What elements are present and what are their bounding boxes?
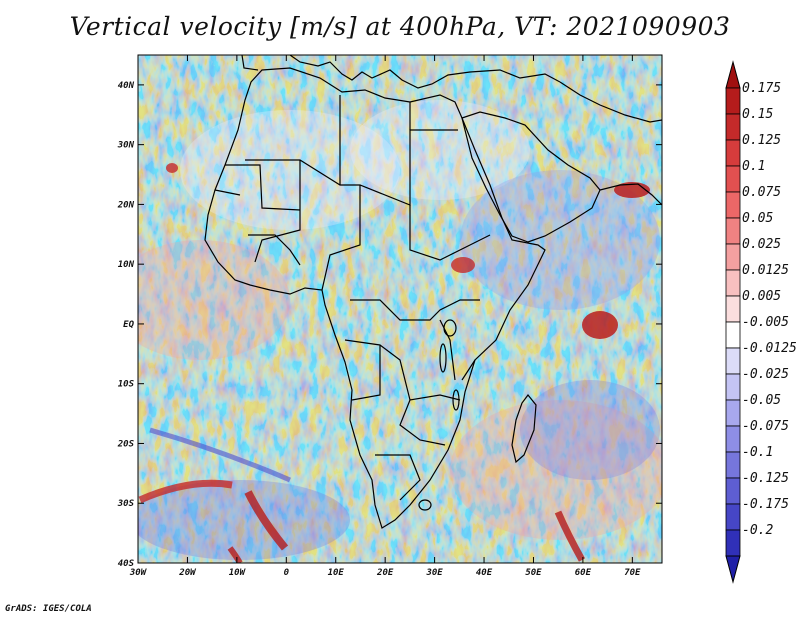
colorbar-label: -0.175: [742, 497, 789, 512]
colorbar-bottom-arrow: [725, 555, 741, 584]
colorbar-label: 0.15: [742, 107, 773, 122]
colorbar-label: 0.125: [742, 133, 781, 148]
x-axis: 30W 20W 10W 0 10E 20E 30E 40E 50E 60E 70E: [129, 55, 641, 578]
colorbar-label: -0.005: [742, 315, 789, 330]
colorbar-top-arrow: [725, 60, 741, 89]
colorbar-label: 0.0125: [742, 263, 789, 278]
x-tick-label: 20W: [178, 568, 197, 578]
colorbar-swatch: [725, 113, 741, 141]
credit-label: GrADS: IGES/COLA: [5, 604, 92, 614]
colorbar-label: -0.2: [742, 523, 773, 538]
colorbar-swatch: [725, 165, 741, 193]
colorbar-swatch: [725, 243, 741, 271]
colorbar-swatch: [725, 295, 741, 323]
colorbar-label: -0.05: [742, 393, 781, 408]
colorbar-label: -0.1: [742, 445, 773, 460]
x-tick-label: 0: [284, 568, 290, 578]
x-tick-label: 60E: [575, 568, 592, 578]
x-tick-label: 30W: [129, 568, 148, 578]
colorbar-label: 0.005: [742, 289, 781, 304]
colorbar-swatch: [725, 451, 741, 479]
colorbar-label: 0.075: [742, 185, 781, 200]
y-tick-label: 10S: [118, 380, 135, 390]
y-tick-label: 10N: [118, 260, 135, 270]
colorbar-swatch: [725, 399, 741, 427]
plot-frame: [137, 54, 663, 564]
colorbar-label: 0.05: [742, 211, 773, 226]
colorbar-swatch: [725, 269, 741, 297]
colorbar-label: -0.075: [742, 419, 789, 434]
colorbar-label: -0.025: [742, 367, 789, 382]
x-tick-label: 20E: [376, 568, 394, 578]
colorbar-swatch: [725, 425, 741, 453]
colorbar-swatch: [725, 217, 741, 245]
colorbar: 0.175 0.15 0.125 0.1 0.075 0.05 0.025 0.0125 0.0…: [725, 60, 797, 584]
coastlines: [204, 55, 662, 529]
y-tick-label: 40N: [118, 81, 135, 91]
colorbar-swatch: [725, 477, 741, 505]
x-tick-label: 70E: [624, 568, 641, 578]
y-tick-label: 30S: [117, 499, 135, 509]
x-tick-label: 50E: [525, 568, 542, 578]
x-tick-label: 10E: [328, 568, 345, 578]
velocity-field: [138, 55, 662, 563]
colorbar-label: 0.175: [742, 81, 781, 96]
colorbar-swatch: [725, 503, 741, 531]
y-axis: 40N 30N 20N 10N EQ 10S 20S 30S 40S: [117, 81, 662, 569]
colorbar-swatch: [725, 191, 741, 219]
y-tick-label: 30N: [117, 141, 135, 151]
chart-title: Vertical velocity [m/s] at 400hPa, VT: 2…: [69, 12, 731, 41]
y-tick-label: 20S: [117, 439, 135, 449]
y-tick-label: 40S: [118, 559, 135, 569]
colorbar-swatch: [725, 139, 741, 167]
colorbar-swatch: [725, 373, 741, 401]
colorbar-label: -0.125: [742, 471, 789, 486]
x-tick-label: 40E: [476, 568, 493, 578]
colorbar-swatch: [725, 87, 741, 115]
y-tick-label: EQ: [123, 320, 134, 330]
colorbar-swatch: [725, 321, 741, 349]
colorbar-swatch: [725, 529, 741, 557]
colorbar-swatch: [725, 347, 741, 375]
colorbar-label: 0.025: [742, 237, 781, 252]
colorbar-label: 0.1: [742, 159, 765, 174]
y-tick-label: 20N: [117, 200, 135, 210]
x-tick-label: 10W: [229, 568, 247, 578]
colorbar-label: -0.0125: [742, 341, 797, 356]
x-tick-label: 30E: [425, 568, 443, 578]
